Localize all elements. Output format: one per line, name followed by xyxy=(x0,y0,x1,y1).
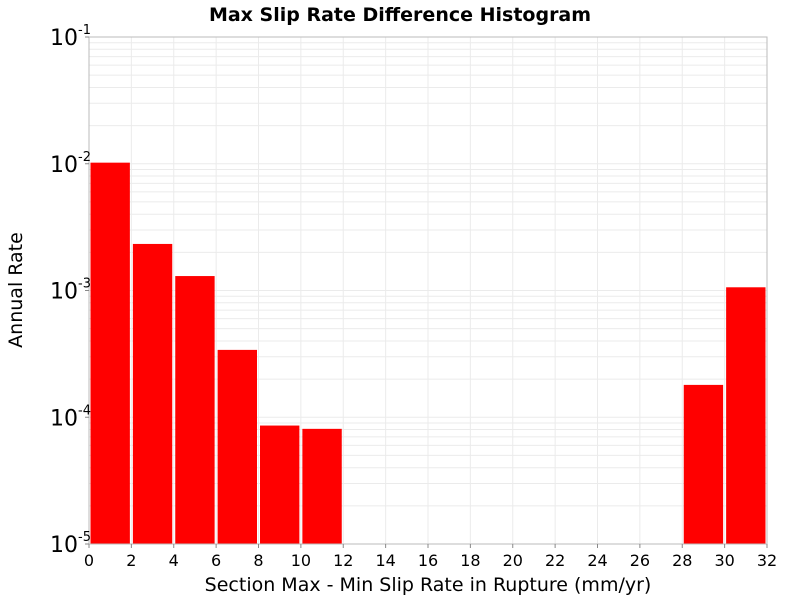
y-tick-label: 10-2 xyxy=(50,150,91,178)
x-tick-label: 16 xyxy=(418,551,438,570)
x-tick-label: 20 xyxy=(503,551,523,570)
histogram-bar xyxy=(260,425,300,544)
histogram-bar xyxy=(302,428,342,544)
histogram-bar xyxy=(175,276,215,544)
bars xyxy=(90,162,766,545)
x-tick-label: 2 xyxy=(126,551,136,570)
histogram-bar xyxy=(217,349,257,544)
x-axis-label: Section Max - Min Slip Rate in Rupture (… xyxy=(205,574,652,596)
chart-title: Max Slip Rate Difference Histogram xyxy=(209,4,591,26)
x-tick-label: 10 xyxy=(291,551,311,570)
x-tick-label: 24 xyxy=(587,551,607,570)
x-tick-label: 30 xyxy=(714,551,734,570)
x-tick-label: 0 xyxy=(84,551,94,570)
y-tick-label: 10-5 xyxy=(50,530,91,558)
grid-lines xyxy=(88,37,768,545)
histogram-bar xyxy=(132,243,173,545)
y-axis-label: Annual Rate xyxy=(5,232,27,348)
x-tick-label: 6 xyxy=(211,551,221,570)
histogram-bar xyxy=(726,287,766,544)
x-tick-label: 18 xyxy=(460,551,480,570)
histogram-bar xyxy=(90,162,130,545)
y-tick-label: 10-1 xyxy=(50,23,91,51)
y-tick-label: 10-4 xyxy=(50,403,91,431)
x-tick-label: 12 xyxy=(333,551,353,570)
y-axis-ticks: 10-5 10-4 10-3 10-2 10-1 xyxy=(50,23,91,558)
x-tick-label: 22 xyxy=(545,551,565,570)
x-tick-label: 32 xyxy=(757,551,777,570)
x-tick-label: 26 xyxy=(630,551,650,570)
histogram-bar xyxy=(683,384,724,544)
x-tick-label: 8 xyxy=(253,551,263,570)
y-tick-label: 10-3 xyxy=(50,277,91,305)
x-tick-label: 14 xyxy=(375,551,395,570)
x-tick-label: 4 xyxy=(169,551,179,570)
x-tick-label: 28 xyxy=(672,551,692,570)
x-axis-ticks: 0 2 4 6 8 10 12 14 16 18 20 22 24 26 28 30 32 xyxy=(84,544,777,570)
